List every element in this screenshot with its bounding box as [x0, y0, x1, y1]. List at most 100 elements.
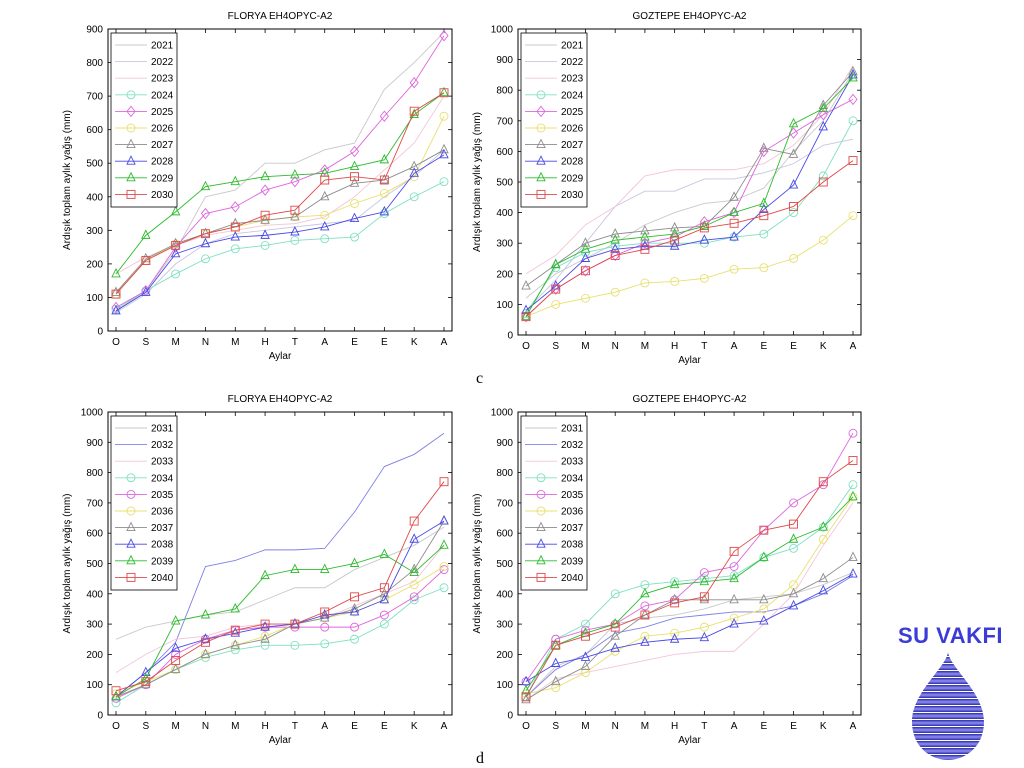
legend-label: 2022: [561, 57, 584, 68]
data-point-2024: [409, 192, 419, 202]
drop-stripe: [912, 671, 984, 677]
data-point-2030: [409, 106, 419, 116]
data-point-2037: [230, 639, 241, 649]
data-point-2034: [439, 583, 449, 593]
data-point-2028: [729, 231, 739, 241]
data-point-2029: [610, 234, 620, 244]
data-point-2025: [409, 76, 419, 89]
x-tick-label: T: [292, 337, 298, 348]
data-point-2038: [818, 584, 829, 595]
x-tick-label: O: [522, 721, 530, 732]
data-point-2029: [200, 180, 211, 191]
data-point-2038: [550, 657, 561, 667]
legend-label: 2026: [561, 124, 584, 135]
data-point-2037: [610, 630, 620, 640]
data-point-2028: [230, 231, 241, 241]
data-point-2029: [170, 205, 181, 216]
data-point-2038: [521, 675, 531, 686]
data-point-2030: [729, 218, 739, 228]
y-tick-label: 600: [86, 529, 103, 540]
legend-marker-2040: [126, 572, 136, 582]
series-2024: [111, 177, 449, 314]
drop-stripe: [912, 652, 984, 656]
data-point-2040: [290, 619, 300, 629]
y-tick-label: 300: [496, 620, 513, 631]
data-point-2028: [409, 167, 419, 177]
data-point-2039: [640, 587, 650, 598]
y-tick-label: 900: [496, 55, 513, 66]
x-tick-label: M: [641, 721, 649, 732]
data-point-2027: [640, 224, 650, 235]
y-tick-label: 300: [86, 226, 103, 237]
data-point-2039: [111, 690, 121, 701]
data-point-2038: [669, 633, 680, 643]
data-point-2027: [759, 142, 769, 152]
series-2030: [111, 88, 449, 299]
legend: 2031 2032 2033 2034 2035 2036 2037 2038 2039 2040: [520, 415, 588, 591]
data-point-2024: [379, 209, 389, 219]
data-point-2036: [729, 613, 739, 623]
series-2038: [521, 568, 858, 686]
data-point-2037: [379, 587, 390, 598]
data-point-2024: [320, 234, 330, 244]
series-line-2028: [115, 154, 445, 312]
drop-stripe: [912, 720, 984, 726]
data-point-2027: [319, 190, 330, 201]
data-point-2039: [319, 563, 330, 574]
data-point-2029: [521, 310, 531, 321]
data-point-2040: [111, 686, 121, 696]
data-point-2036: [818, 534, 828, 544]
x-tick-label: A: [731, 341, 738, 352]
legend-label: 2033: [561, 457, 584, 468]
data-point-2035: [848, 428, 858, 438]
x-tick-label: H: [671, 721, 678, 732]
x-tick-label: M: [171, 337, 179, 348]
series-2039: [111, 539, 449, 701]
legend-label: 2027: [561, 140, 584, 151]
x-tick-label: K: [820, 341, 827, 352]
y-axis-label: Ardışık toplam aylık yağış (mm): [62, 110, 73, 250]
data-point-2040: [699, 592, 709, 602]
legend-label: 2038: [151, 540, 174, 551]
data-point-2029: [818, 102, 829, 113]
data-point-2030: [818, 177, 828, 187]
x-tick-label: O: [522, 341, 530, 352]
legend-label: 2040: [561, 573, 584, 584]
x-tick-label: E: [351, 721, 358, 732]
data-point-2028: [170, 247, 181, 258]
x-tick-label: K: [411, 721, 418, 732]
panel-label-d: d: [476, 750, 484, 767]
legend-label: 2023: [561, 74, 584, 85]
x-axis-label: Aylar: [678, 355, 701, 366]
data-point-2039: [409, 566, 419, 577]
y-tick-label: 300: [496, 239, 513, 250]
series-line-2035: [525, 432, 854, 682]
data-point-2038: [260, 621, 270, 631]
data-point-2025: [640, 237, 650, 249]
data-point-2038: [439, 515, 449, 525]
data-point-2029: [759, 197, 769, 207]
x-tick-label: T: [292, 721, 298, 732]
legend-label: 2034: [151, 473, 174, 484]
data-point-2030: [551, 284, 561, 294]
data-point-2039: [230, 602, 241, 613]
data-point-2039: [290, 563, 300, 574]
series-line-2040: [115, 481, 445, 692]
series-line-2040: [525, 460, 854, 698]
data-point-2034: [350, 634, 359, 644]
data-point-2034: [699, 574, 709, 584]
x-tick-label: N: [202, 721, 209, 732]
y-axis-label: Ardışık toplam aylık yağış (mm): [62, 493, 73, 633]
data-point-2026: [581, 293, 590, 303]
series-line-2026: [525, 215, 854, 318]
legend-label: 2030: [561, 190, 584, 201]
series-line-2039: [115, 544, 445, 698]
data-point-2037: [260, 633, 270, 643]
x-tick-label: K: [820, 721, 827, 732]
data-point-2024: [290, 235, 300, 245]
data-point-2039: [848, 490, 858, 501]
data-point-2040: [260, 619, 270, 629]
data-point-2036: [551, 683, 561, 693]
legend-marker-2037: [126, 521, 136, 532]
data-point-2025: [610, 249, 620, 262]
